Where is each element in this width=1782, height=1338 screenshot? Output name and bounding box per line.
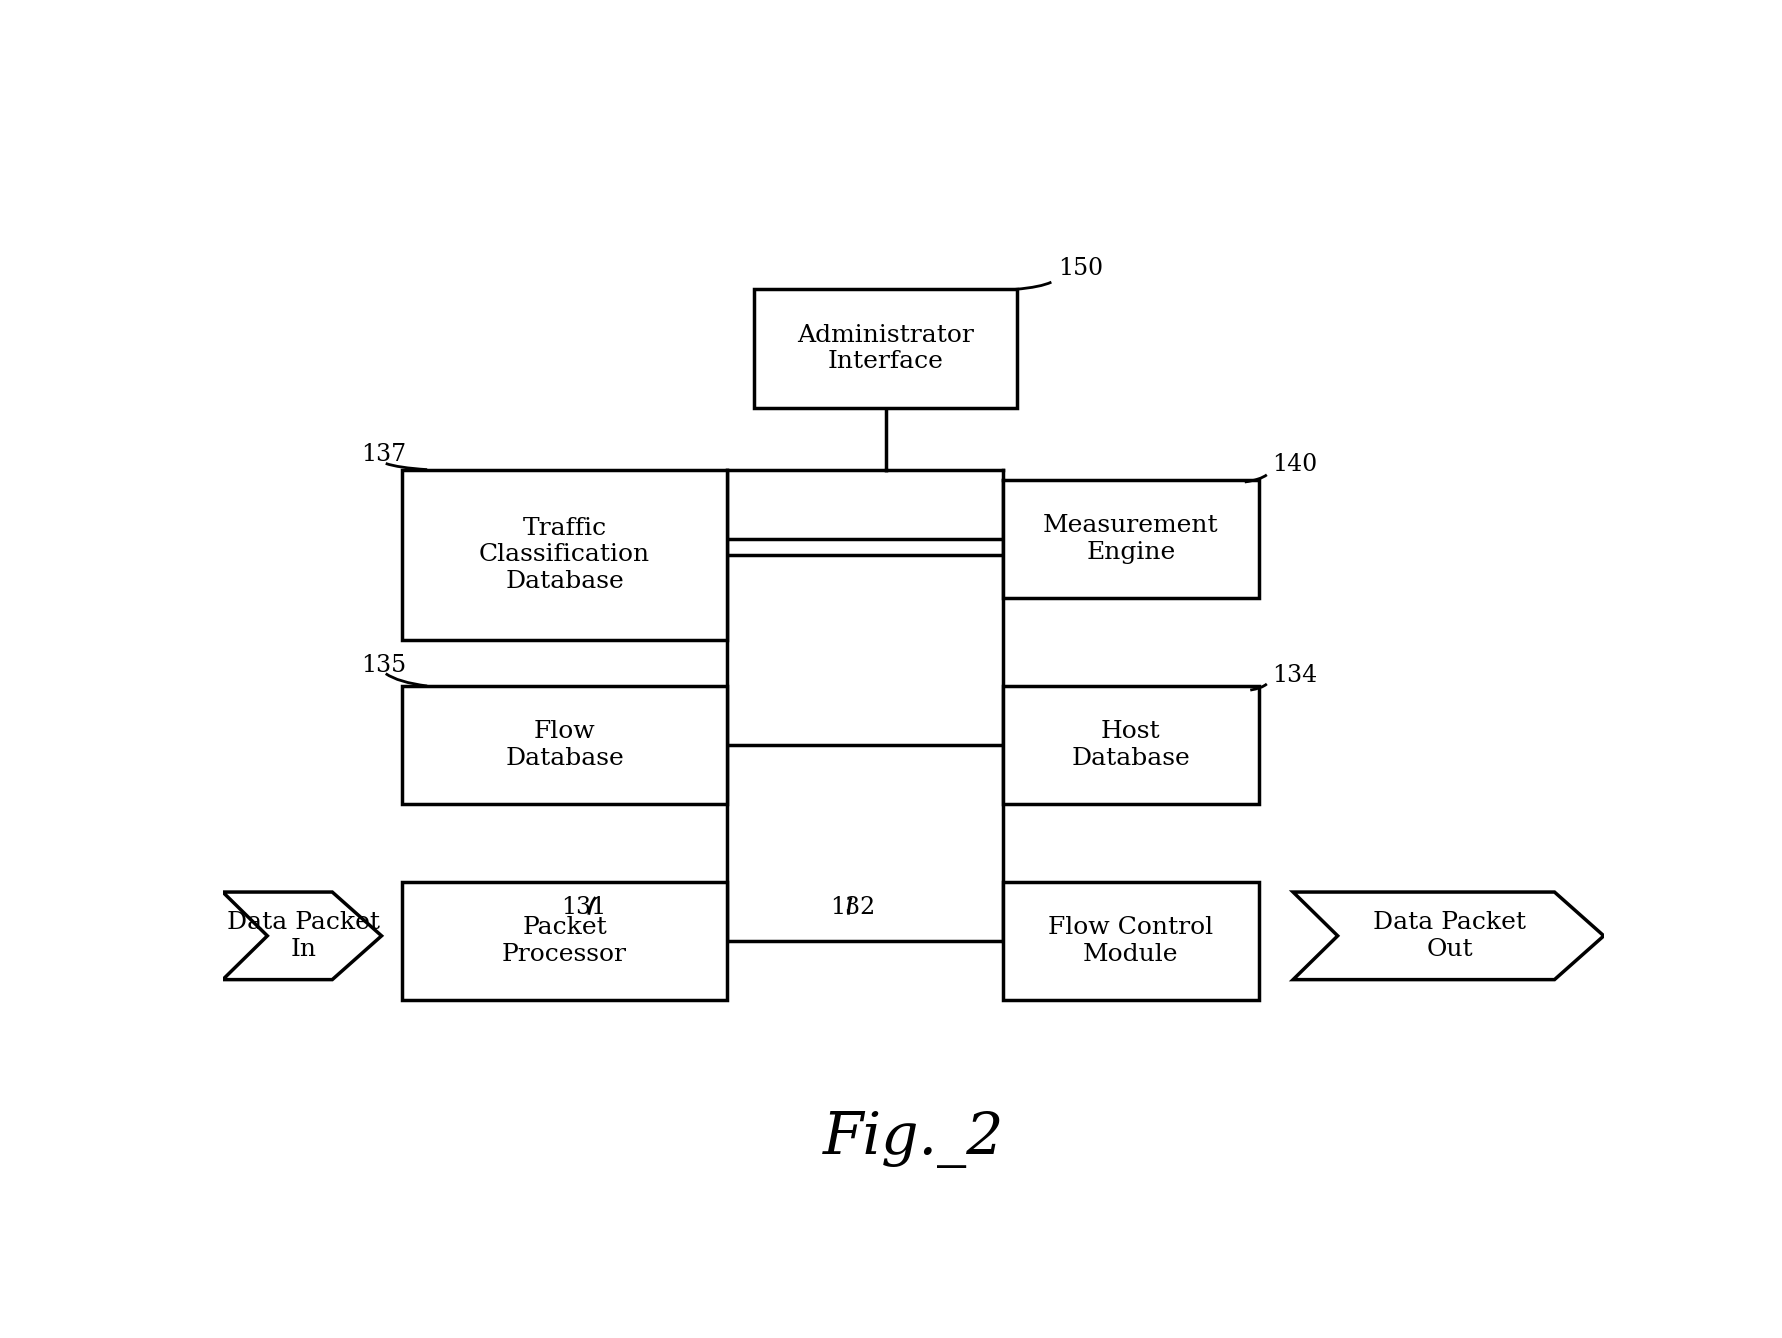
Text: Data Packet
Out: Data Packet Out [1372, 911, 1525, 961]
Text: Flow
Database: Flow Database [504, 720, 624, 771]
Text: 131: 131 [561, 896, 606, 919]
Bar [1003, 882, 1258, 1001]
Text: 140: 140 [1272, 454, 1317, 476]
Text: 150: 150 [1059, 257, 1103, 280]
Bar [754, 289, 1018, 408]
Polygon shape [1294, 892, 1604, 979]
Text: Traffic
Classification
Database: Traffic Classification Database [479, 516, 650, 593]
Text: 135: 135 [362, 654, 406, 677]
Bar [403, 882, 727, 1001]
Bar [403, 686, 727, 804]
Text: Host
Database: Host Database [1071, 720, 1190, 771]
Text: Fig._2: Fig._2 [823, 1111, 1003, 1168]
Text: Flow Control
Module: Flow Control Module [1048, 917, 1214, 966]
Text: Packet
Processor: Packet Processor [503, 917, 627, 966]
Bar [1003, 480, 1258, 598]
Polygon shape [223, 892, 381, 979]
Text: Measurement
Engine: Measurement Engine [1042, 514, 1219, 565]
Bar [403, 470, 727, 640]
Text: 137: 137 [362, 443, 406, 466]
Text: Administrator
Interface: Administrator Interface [797, 324, 975, 373]
Text: 132: 132 [830, 896, 875, 919]
Text: Data Packet
In: Data Packet In [226, 911, 380, 961]
Bar [1003, 686, 1258, 804]
Text: 134: 134 [1272, 664, 1317, 688]
